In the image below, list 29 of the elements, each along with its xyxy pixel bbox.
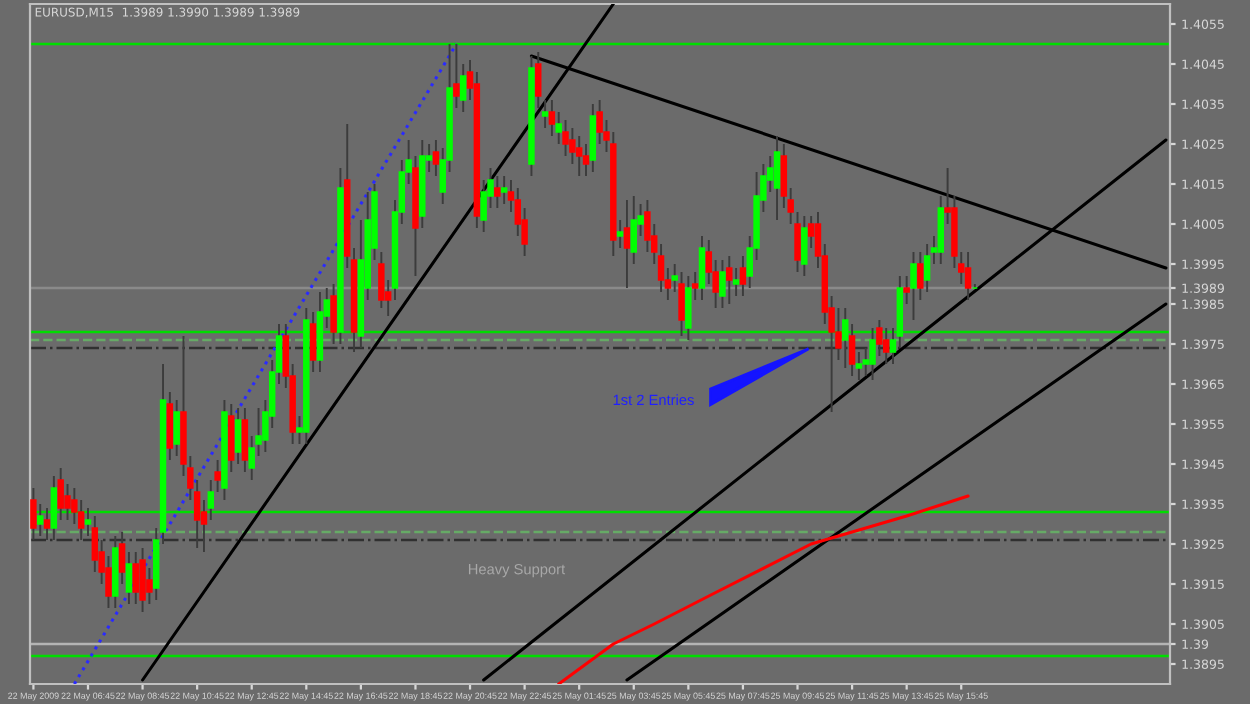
candlestick bbox=[801, 215, 808, 277]
candlestick bbox=[548, 99, 556, 137]
candlestick bbox=[541, 99, 549, 129]
candlestick bbox=[685, 275, 692, 341]
candlestick bbox=[241, 407, 249, 473]
candlestick bbox=[575, 135, 583, 177]
candlestick bbox=[678, 271, 685, 337]
candlestick bbox=[964, 251, 972, 301]
candlestick bbox=[173, 399, 180, 457]
candlestick bbox=[139, 547, 146, 613]
candlestick bbox=[228, 403, 235, 473]
candlestick bbox=[917, 251, 924, 301]
candlestick bbox=[132, 551, 139, 605]
candlestick bbox=[166, 391, 174, 461]
candlestick bbox=[616, 219, 624, 249]
candlestick bbox=[773, 135, 781, 221]
candlestick bbox=[64, 483, 71, 521]
candlestick bbox=[726, 255, 733, 305]
candlestick bbox=[589, 103, 597, 173]
candlestick bbox=[623, 199, 631, 289]
candlestick bbox=[562, 119, 569, 157]
candlestick bbox=[910, 251, 917, 321]
candlestick bbox=[378, 251, 385, 309]
candlestick bbox=[923, 243, 931, 293]
candlestick bbox=[234, 407, 242, 465]
candlestick bbox=[494, 175, 501, 209]
candlestick bbox=[500, 175, 508, 205]
candlestick bbox=[719, 259, 726, 309]
candlestick bbox=[698, 235, 706, 301]
